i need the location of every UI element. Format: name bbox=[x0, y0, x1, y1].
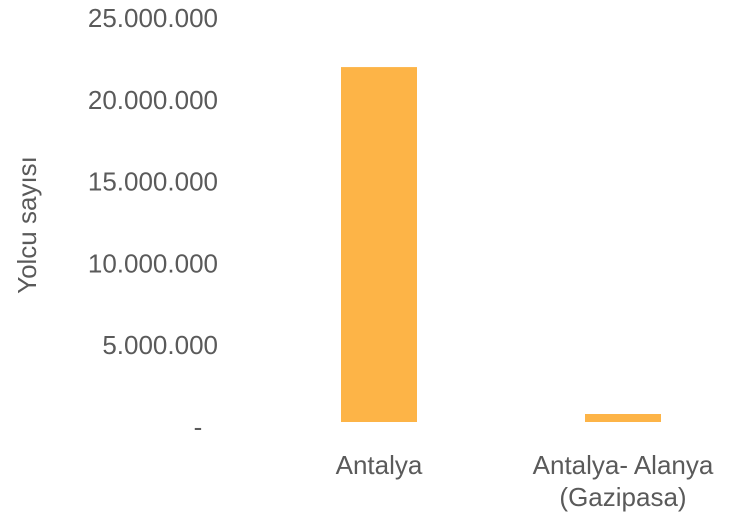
y-tick-label: 25.000.000 bbox=[88, 3, 218, 33]
y-tick-label: - bbox=[194, 412, 203, 442]
x-category-label-line: Antalya- Alanya bbox=[533, 450, 714, 480]
y-tick-label: 20.000.000 bbox=[88, 85, 218, 115]
y-tick-label: 15.000.000 bbox=[88, 167, 218, 197]
bar bbox=[341, 67, 417, 422]
y-axis-ticks: - 5.000.000 10.000.000 15.000.000 20.000.000… bbox=[88, 3, 218, 442]
y-tick-label: 5.000.000 bbox=[102, 330, 218, 360]
bars bbox=[341, 67, 661, 422]
x-category-label: Antalya- Alanya (Gazipasa) bbox=[533, 450, 714, 512]
x-category-label-line: Antalya bbox=[336, 450, 423, 480]
x-category-label: Antalya bbox=[336, 450, 423, 480]
y-axis-title: Yolcu sayısı bbox=[12, 156, 42, 294]
y-tick-label: 10.000.000 bbox=[88, 248, 218, 278]
x-category-label-line: (Gazipasa) bbox=[559, 482, 686, 512]
bar bbox=[585, 414, 661, 422]
x-axis-categories: Antalya Antalya- Alanya (Gazipasa) bbox=[336, 450, 714, 512]
